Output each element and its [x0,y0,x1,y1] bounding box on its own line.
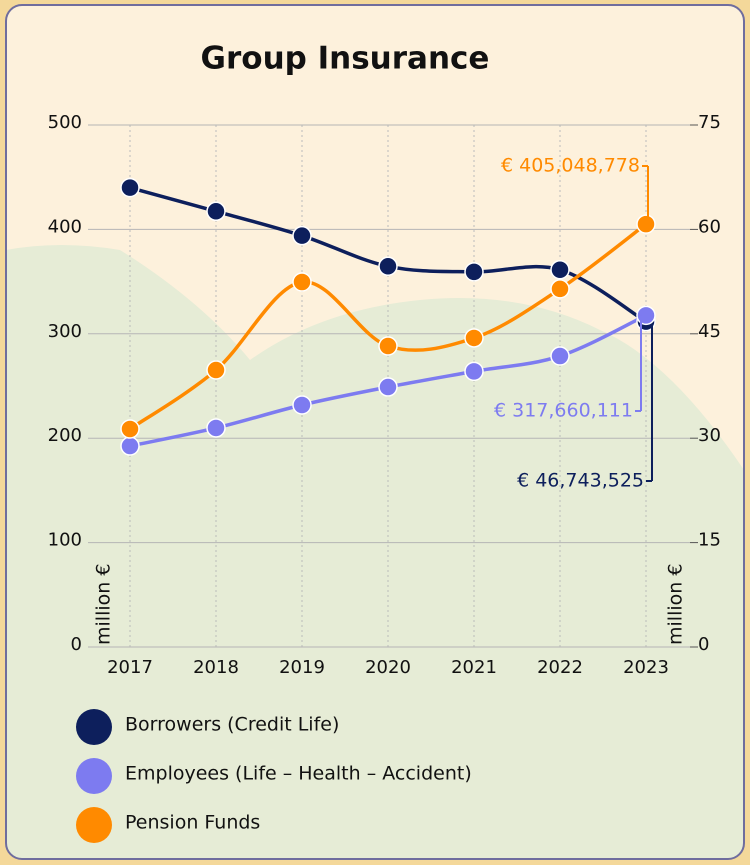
y2-tick-label: 60 [698,216,721,237]
y2-tick-label: 0 [698,634,709,655]
x-tick-label: 2022 [537,657,583,678]
legend-swatch [76,758,112,794]
data-point [464,361,484,382]
legend-label: Borrowers (Credit Life) [125,714,339,736]
x-tick-label: 2023 [623,657,669,678]
data-point [378,256,398,277]
card-background [6,5,744,859]
y-axis-label: million € [93,564,115,645]
data-point [120,177,140,198]
x-tick-label: 2021 [451,657,497,678]
data-point [206,418,226,438]
data-point [206,201,226,222]
data-point [636,305,656,326]
x-tick-label: 2017 [107,657,153,678]
y-tick-label: 100 [48,530,82,551]
card-border [5,4,745,860]
data-point [550,260,570,280]
data-point [292,395,312,415]
y2-tick-label: 15 [698,530,721,551]
data-point [464,262,484,282]
chart-title: Group Insurance [201,41,490,77]
x-tick-label: 2019 [279,657,325,678]
y2-axis-label: million € [665,564,687,645]
data-point [292,272,312,292]
y2-tick-label: 45 [698,321,721,342]
data-point [378,377,398,397]
x-tick-label: 2020 [365,657,411,678]
y-tick-label: 0 [71,634,82,655]
data-point [206,360,226,380]
data-point [120,419,140,439]
data-point [292,225,312,246]
y-tick-label: 500 [48,112,82,133]
data-point [636,214,656,234]
y-tick-label: 200 [48,425,82,446]
data-point [378,336,398,356]
y-tick-label: 300 [48,321,82,342]
y-tick-label: 400 [48,216,82,237]
legend-label: Pension Funds [125,812,260,834]
legend-swatch [76,709,112,745]
data-point [120,436,140,456]
data-point [464,328,484,348]
annotation: € 405,048,778 [501,155,640,177]
x-tick-label: 2018 [193,657,239,678]
y2-tick-label: 75 [698,112,721,133]
annotation: € 46,743,525 [517,470,644,492]
annotation: € 317,660,111 [494,400,633,422]
y2-tick-label: 30 [698,425,721,446]
data-point [550,279,570,299]
legend-label: Employees (Life – Health – Accident) [125,763,472,785]
data-point [550,346,570,366]
legend-swatch [76,807,112,843]
